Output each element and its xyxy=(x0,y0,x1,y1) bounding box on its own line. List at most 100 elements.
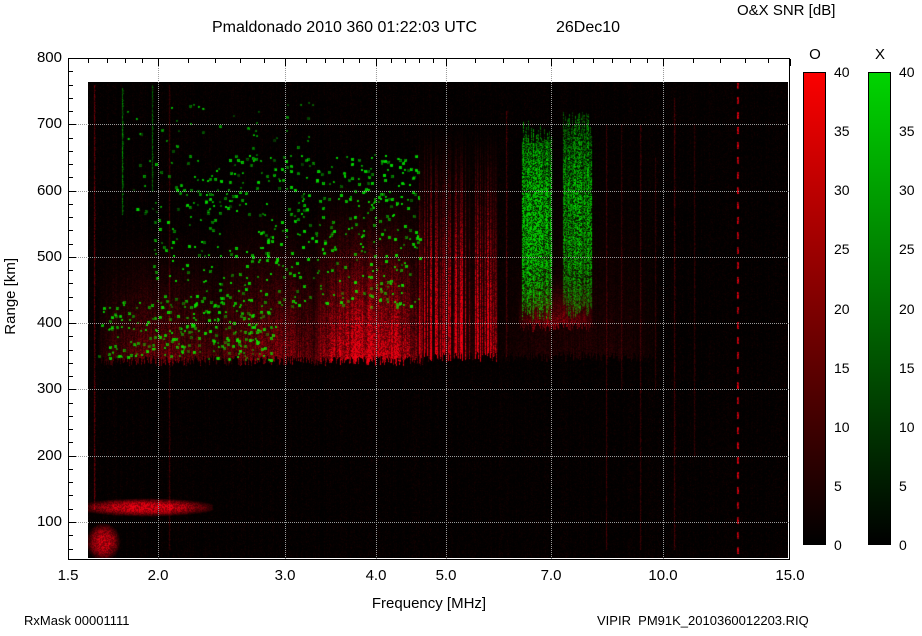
x-minor-tick-mark xyxy=(593,59,594,63)
colorbar-title: O&X SNR [dB] xyxy=(737,2,836,19)
y-minor-tick-mark xyxy=(69,482,73,483)
y-minor-tick-mark xyxy=(69,403,73,404)
y-tick-mark xyxy=(69,323,76,324)
y-minor-tick-mark xyxy=(69,164,73,165)
x-minor-tick-mark xyxy=(475,59,476,63)
colorbar-o-tick-label: 10 xyxy=(834,419,850,435)
y-minor-tick-mark xyxy=(69,204,73,205)
colorbar-x-tick-label: 20 xyxy=(899,301,915,317)
colorbar-o-tick-label: 5 xyxy=(834,478,842,494)
x-minor-tick-mark xyxy=(720,59,721,63)
y-tick-label: 200 xyxy=(36,447,62,464)
colorbar-o-tick-label: 35 xyxy=(834,123,850,139)
colorbar-o-tick-label: 20 xyxy=(834,301,850,317)
x-tick-label: 5.0 xyxy=(435,567,457,584)
y-minor-tick-mark xyxy=(69,98,73,99)
y-minor-tick-mark xyxy=(69,376,73,377)
x-tick-mark xyxy=(285,59,286,66)
y-minor-tick-mark xyxy=(69,297,73,298)
colorbar-o-tick-label: 15 xyxy=(834,360,850,376)
x-tick-mark xyxy=(446,59,447,66)
grid-line-horizontal xyxy=(69,522,789,523)
x-minor-tick-mark xyxy=(405,59,406,63)
x-tick-mark xyxy=(68,59,69,66)
y-tick-mark xyxy=(69,124,76,125)
y-tick-label: 100 xyxy=(36,513,62,530)
x-tick-mark xyxy=(790,59,791,66)
y-tick-mark xyxy=(69,522,76,523)
grid-line-vertical xyxy=(376,59,377,559)
y-tick-label: 400 xyxy=(36,314,62,331)
x-tick-label: 1.5 xyxy=(57,567,79,584)
x-tick-label: 2.0 xyxy=(147,567,169,584)
y-tick-mark xyxy=(69,58,76,59)
y-tick-label: 500 xyxy=(36,248,62,265)
y-minor-tick-mark xyxy=(69,336,73,337)
y-minor-tick-mark xyxy=(69,495,73,496)
x-minor-tick-mark xyxy=(630,59,631,63)
x-minor-tick-mark xyxy=(433,59,434,63)
y-minor-tick-mark xyxy=(69,151,73,152)
x-minor-tick-mark xyxy=(745,59,746,63)
colorbar-o-tick-label: 30 xyxy=(834,182,850,198)
colorbar-x-tick-label: 25 xyxy=(899,241,915,257)
y-tick-mark xyxy=(69,257,76,258)
y-minor-tick-mark xyxy=(69,71,73,72)
y-minor-tick-mark xyxy=(69,244,73,245)
y-minor-tick-mark xyxy=(69,535,73,536)
x-minor-tick-mark xyxy=(215,59,216,63)
grid-line-vertical xyxy=(551,59,552,559)
x-tick-mark xyxy=(376,59,377,66)
x-minor-tick-mark xyxy=(343,59,344,63)
y-minor-tick-mark xyxy=(69,85,73,86)
ionogram-data-canvas xyxy=(88,82,788,558)
grid-line-vertical xyxy=(446,59,447,559)
x-tick-label: 3.0 xyxy=(274,567,296,584)
x-minor-tick-mark xyxy=(573,59,574,63)
x-minor-tick-mark xyxy=(768,59,769,63)
x-tick-label: 10.0 xyxy=(648,567,678,584)
x-minor-tick-mark xyxy=(125,59,126,63)
colorbar-o-bar xyxy=(803,72,826,545)
x-minor-tick-mark xyxy=(419,59,420,63)
grid-line-horizontal xyxy=(69,456,789,457)
x-minor-tick-mark xyxy=(240,59,241,63)
x-minor-tick-mark xyxy=(612,59,613,63)
y-minor-tick-mark xyxy=(69,270,73,271)
colorbar-x-tick-label: 30 xyxy=(899,182,915,198)
grid-line-vertical xyxy=(663,59,664,559)
y-minor-tick-mark xyxy=(69,363,73,364)
y-minor-tick-mark xyxy=(69,509,73,510)
y-tick-label: 800 xyxy=(36,49,62,66)
y-minor-tick-mark xyxy=(69,310,73,311)
y-minor-tick-mark xyxy=(69,429,73,430)
colorbar-x-letter: X xyxy=(874,46,885,63)
y-minor-tick-mark xyxy=(69,416,73,417)
grid-line-horizontal xyxy=(69,257,789,258)
colorbar-x-bar xyxy=(868,72,891,545)
grid-line-horizontal xyxy=(69,124,789,125)
x-minor-tick-mark xyxy=(391,59,392,63)
colorbar-x-tick-label: 40 xyxy=(899,64,915,80)
x-minor-tick-mark xyxy=(693,59,694,63)
x-minor-tick-mark xyxy=(306,59,307,63)
chart-date: 26Dec10 xyxy=(556,19,621,36)
x-minor-tick-mark xyxy=(264,59,265,63)
y-tick-label: 300 xyxy=(36,380,62,397)
x-minor-tick-mark xyxy=(359,59,360,63)
y-minor-tick-mark xyxy=(69,283,73,284)
chart-title: Pmaldonado 2010 360 01:22:03 UTC xyxy=(212,19,478,36)
y-minor-tick-mark xyxy=(69,350,73,351)
y-minor-tick-mark xyxy=(69,177,73,178)
y-minor-tick-mark xyxy=(69,138,73,139)
x-minor-tick-mark xyxy=(503,59,504,63)
y-tick-mark xyxy=(69,456,76,457)
colorbar-o-tick-label: 0 xyxy=(834,537,842,553)
colorbar-x-tick-label: 35 xyxy=(899,123,915,139)
x-minor-tick-mark xyxy=(142,59,143,63)
grid-line-horizontal xyxy=(69,389,789,390)
y-tick-label: 700 xyxy=(36,115,62,132)
x-minor-tick-mark xyxy=(188,59,189,63)
colorbar-x-tick-label: 15 xyxy=(899,360,915,376)
